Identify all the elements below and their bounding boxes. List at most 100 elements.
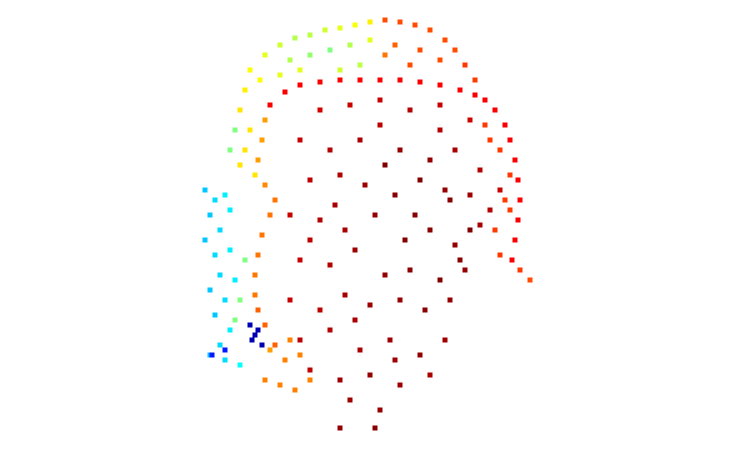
point — [255, 252, 261, 258]
point — [492, 227, 498, 233]
point — [212, 312, 218, 318]
point — [417, 79, 423, 85]
point — [427, 372, 433, 378]
point — [517, 267, 523, 273]
point — [232, 127, 238, 133]
point — [387, 337, 393, 343]
point — [337, 172, 343, 178]
point — [347, 397, 353, 403]
point — [262, 52, 268, 58]
point — [367, 302, 373, 308]
point — [482, 122, 488, 128]
point — [472, 92, 478, 98]
point — [357, 77, 363, 83]
point — [282, 357, 288, 363]
point — [255, 157, 261, 163]
point — [515, 177, 521, 183]
point — [297, 257, 303, 263]
point — [272, 342, 278, 348]
point — [255, 327, 261, 333]
point — [267, 212, 273, 218]
point — [397, 147, 403, 153]
point — [357, 137, 363, 143]
point — [377, 407, 383, 413]
point — [337, 425, 343, 431]
point — [209, 352, 215, 358]
point — [227, 207, 233, 213]
point — [287, 57, 293, 63]
point — [327, 262, 333, 268]
point — [452, 147, 458, 153]
point — [412, 22, 418, 28]
point — [222, 357, 228, 363]
point — [287, 297, 293, 303]
point — [437, 277, 443, 283]
point — [352, 317, 358, 323]
point — [297, 137, 303, 143]
point — [512, 237, 518, 243]
point — [307, 237, 313, 243]
point — [467, 227, 473, 233]
point — [367, 19, 373, 25]
point — [392, 192, 398, 198]
point — [402, 237, 408, 243]
point — [297, 352, 303, 358]
point — [342, 227, 348, 233]
point — [372, 212, 378, 218]
point — [297, 67, 303, 73]
point — [337, 77, 343, 83]
point — [202, 187, 208, 193]
point — [467, 192, 473, 198]
point — [297, 82, 303, 88]
point — [382, 162, 388, 168]
point — [327, 147, 333, 153]
point — [457, 257, 463, 263]
point — [442, 37, 448, 43]
point — [227, 147, 233, 153]
point — [482, 97, 488, 103]
point — [317, 107, 323, 113]
point — [502, 197, 508, 203]
point — [282, 89, 288, 95]
point — [337, 377, 343, 383]
point — [467, 117, 473, 123]
point — [382, 52, 388, 58]
point — [512, 157, 518, 163]
point — [322, 27, 328, 33]
point — [515, 217, 521, 223]
point — [397, 19, 403, 25]
point — [507, 137, 513, 143]
point — [277, 382, 283, 388]
point — [255, 307, 261, 313]
point — [477, 222, 483, 228]
point — [222, 192, 228, 198]
point — [327, 47, 333, 53]
point — [252, 332, 258, 338]
point — [247, 67, 253, 73]
point — [417, 352, 423, 358]
point — [262, 117, 268, 123]
point — [392, 42, 398, 48]
point — [527, 277, 533, 283]
point — [257, 77, 263, 83]
point — [337, 67, 343, 73]
point — [517, 197, 523, 203]
point — [267, 102, 273, 108]
point — [292, 387, 298, 393]
point — [227, 327, 233, 333]
point — [347, 42, 353, 48]
point — [452, 242, 458, 248]
point — [327, 327, 333, 333]
point — [407, 62, 413, 68]
point — [457, 87, 463, 93]
point — [382, 17, 388, 23]
point — [452, 47, 458, 53]
point — [352, 22, 358, 28]
point — [347, 102, 353, 108]
point — [367, 372, 373, 378]
point — [397, 382, 403, 388]
point — [502, 122, 508, 128]
point — [259, 232, 265, 238]
point — [417, 177, 423, 183]
